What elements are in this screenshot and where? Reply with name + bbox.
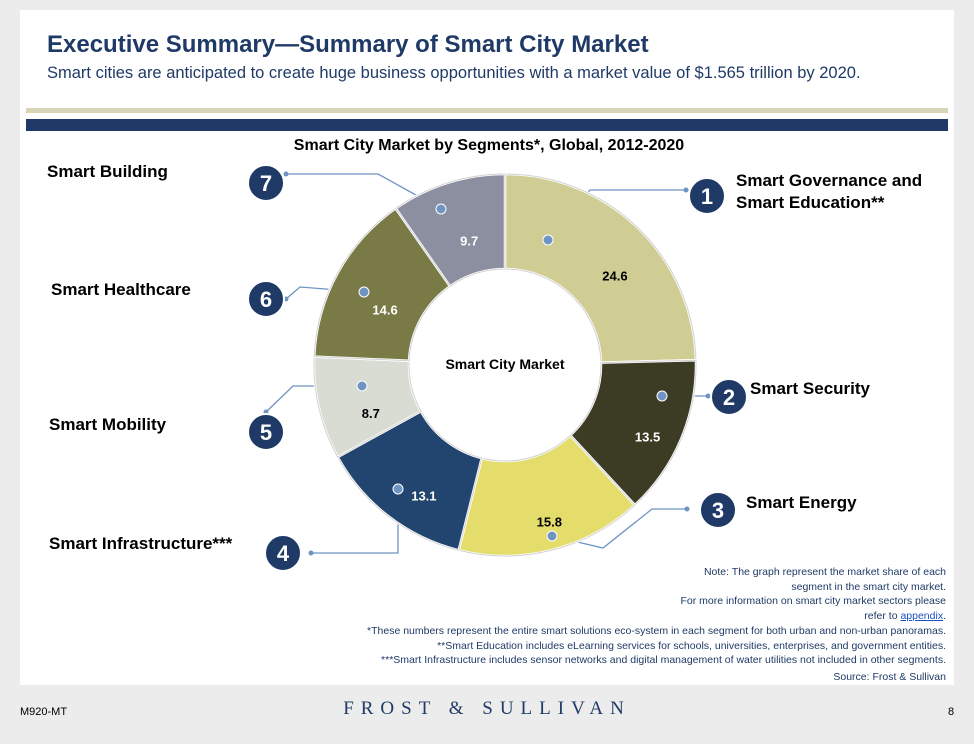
- appendix-link[interactable]: appendix: [900, 609, 944, 622]
- divider-tan: [26, 108, 948, 113]
- source-label: Source: Frost & Sullivan: [833, 670, 946, 683]
- note-line: segment in the smart city market.: [791, 580, 946, 593]
- leader-marker: [435, 203, 447, 215]
- donut-slice: [393, 172, 507, 289]
- note-line: Note: The graph represent the market sha…: [703, 566, 946, 578]
- badge-circle: [699, 491, 737, 529]
- segment-number-badge: 2: [710, 378, 748, 416]
- segment-name-smart-infrastructure: Smart Infrastructure***: [49, 534, 233, 553]
- badge-number: 3: [712, 498, 724, 523]
- brand-logo: FROST & SULLIVAN: [343, 698, 631, 719]
- donut-slice: [457, 433, 637, 558]
- leader-end: [683, 187, 689, 193]
- leader-end: [684, 506, 690, 512]
- donut-value-label: 13.5: [635, 430, 660, 445]
- leader-marker: [356, 380, 368, 392]
- badge-number: 7: [260, 171, 272, 196]
- donut-slice-edge: [394, 173, 506, 287]
- segment-name-smart-governance: Smart Governance and Smart Education**: [736, 171, 923, 212]
- segment-name-smart-mobility: Smart Mobility: [49, 415, 167, 434]
- badge-circle: [247, 280, 285, 318]
- note-line: refer to appendix.: [560, 609, 946, 624]
- badge-circle: [247, 413, 285, 451]
- donut-value-label: 24.6: [602, 268, 627, 283]
- footnote: ***Smart Infrastructure includes sensor …: [381, 654, 946, 666]
- note-line: For more information on smart city marke…: [680, 595, 946, 607]
- badge-circle: [688, 177, 726, 215]
- leader-marker: [392, 483, 404, 495]
- footnote: *These numbers represent the entire smar…: [367, 625, 946, 637]
- page-title: Executive Summary—Summary of Smart City …: [47, 31, 649, 58]
- donut-center-label: Smart City Market: [445, 356, 564, 372]
- donut-value-label: 14.6: [372, 303, 397, 318]
- segment-number-badge: 7: [247, 164, 285, 202]
- donut-value-label: 8.7: [362, 406, 380, 421]
- divider-navy: [26, 119, 948, 131]
- note-period: .: [943, 609, 946, 622]
- segment-name-smart-energy: Smart Energy: [746, 493, 857, 512]
- chart-note: Note: The graph represent the market sha…: [560, 565, 946, 623]
- page-number: 8: [948, 706, 955, 718]
- badge-circle: [247, 164, 285, 202]
- donut-value-label: 13.1: [411, 489, 436, 504]
- leader-marker: [656, 390, 668, 402]
- badge-number: 5: [260, 420, 272, 445]
- donut-slice-edge: [313, 207, 451, 362]
- slide: Executive Summary—Summary of Smart City …: [20, 10, 954, 685]
- leader-marker: [546, 530, 558, 542]
- note-text: refer to: [864, 609, 898, 622]
- leader-marker: [542, 234, 554, 246]
- leader-marker: [358, 286, 370, 298]
- donut-slice-edge: [569, 359, 697, 506]
- segment-number-badge: 6: [247, 280, 285, 318]
- badge-number: 1: [701, 184, 713, 209]
- badge-circle: [264, 534, 302, 572]
- donut-slice: [503, 172, 698, 364]
- footnote: **Smart Education includes eLearning ser…: [437, 639, 946, 652]
- badge-number: 4: [277, 541, 290, 566]
- donut-slice-edge: [458, 434, 636, 557]
- segment-number-badge: 5: [247, 413, 285, 451]
- leader-end: [705, 393, 711, 399]
- badge-number: 2: [723, 385, 735, 410]
- segment-name-smart-security: Smart Security: [750, 379, 870, 398]
- segment-name-smart-building: Smart Building: [47, 162, 168, 181]
- leader-end: [283, 171, 289, 177]
- chart-title: Smart City Market by Segments*, Global, …: [293, 137, 685, 154]
- segment-number-badge: 3: [699, 491, 737, 529]
- donut-slice: [312, 206, 452, 363]
- page-subtitle: Smart cities are anticipated to create h…: [47, 64, 861, 82]
- segment-number-badge: 1: [688, 177, 726, 215]
- segment-name-smart-healthcare: Smart Healthcare: [51, 280, 191, 299]
- badge-circle: [710, 378, 748, 416]
- donut-value-label: 9.7: [460, 234, 478, 249]
- footnotes: *These numbers represent the entire smar…: [200, 624, 946, 684]
- segment-number-badge: 4: [264, 534, 302, 572]
- leader-end: [308, 550, 314, 556]
- donut-value-label: 15.8: [537, 514, 562, 529]
- footer-code: M920-MT: [20, 706, 68, 718]
- donut-slice-edge: [504, 173, 697, 364]
- badge-number: 6: [260, 287, 272, 312]
